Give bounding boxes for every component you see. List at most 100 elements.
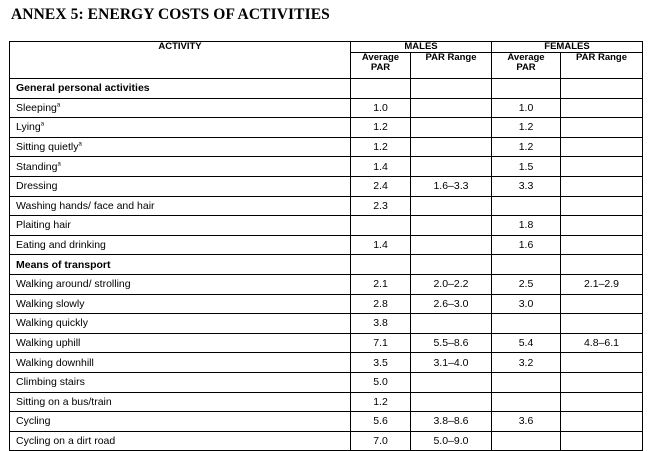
activity-cell: Standinga (9, 156, 351, 177)
activity-label: Cycling (16, 415, 51, 428)
females-par-range-cell (560, 78, 643, 99)
females-par-range-cell (560, 117, 643, 138)
females-average-par-cell (491, 313, 561, 334)
activity-column-header: ACTIVITY (9, 41, 351, 79)
males-average-par-cell: 7.0 (350, 430, 411, 451)
energy-costs-table: ACTIVITY MALES FEMALES Average PAR PAR R… (9, 41, 643, 451)
section-title: Means of transport (16, 258, 111, 271)
activity-label: Washing hands/ face and hair (16, 199, 155, 212)
footnote-marker: a (57, 161, 61, 168)
footnote-marker: a (78, 141, 82, 148)
table-row: Plaiting hair 1.8 (9, 215, 643, 236)
males-par-range-cell (410, 136, 492, 158)
table-row: Walking slowly 2.8 2.6–3.0 3.0 (9, 293, 643, 315)
females-par-range-cell (560, 371, 643, 393)
activity-label: Walking uphill (16, 337, 81, 350)
males-average-par-cell: 2.4 (350, 175, 411, 197)
males-par-range-cell (410, 254, 492, 275)
males-average-par-cell: 2.8 (350, 293, 411, 315)
males-par-range-cell: 2.0–2.2 (410, 273, 492, 295)
activity-cell: Walking slowly (9, 293, 351, 315)
males-par-range-cell: 2.6–3.0 (410, 293, 492, 315)
males-par-range-cell: 1.6–3.3 (410, 175, 492, 197)
table-row: Washing hands/ face and hair 2.3 (9, 195, 643, 217)
males-par-range-cell (410, 195, 492, 217)
males-average-par-cell: 3.8 (350, 313, 411, 334)
activity-cell: Sleepinga (9, 97, 351, 119)
males-par-range-cell (410, 391, 492, 413)
females-average-par-cell: 5.4 (491, 332, 561, 354)
males-par-range-cell (410, 117, 492, 138)
table-row: Sitting on a bus/train 1.2 (9, 391, 643, 413)
males-par-range-cell: 5.0–9.0 (410, 430, 492, 451)
females-average-par-cell: 3.0 (491, 293, 561, 315)
activity-cell: Washing hands/ face and hair (9, 195, 351, 217)
table-row: Walking uphill 7.1 5.5–8.6 5.4 4.8–6.1 (9, 332, 643, 354)
section-title-cell: General personal activities (9, 78, 351, 99)
activity-label: Sitting quietly (16, 141, 79, 154)
activity-label: Dressing (16, 180, 58, 193)
males-par-range-cell (410, 78, 492, 99)
females-average-par-cell: 3.3 (491, 175, 561, 197)
females-par-range-cell (560, 136, 643, 158)
table-row: Eating and drinking 1.4 1.6 (9, 234, 643, 256)
section-header-row: Means of transport (9, 254, 643, 275)
activity-cell: Walking quickly (9, 313, 351, 334)
males-par-range-cell (410, 215, 492, 236)
table-row: Sleepinga 1.0 1.0 (9, 97, 643, 119)
males-par-range-cell (410, 156, 492, 177)
females-par-range-cell: 4.8–6.1 (560, 332, 643, 354)
males-average-par-cell: 5.6 (350, 411, 411, 432)
females-average-par-cell (491, 78, 561, 99)
females-average-par-cell (491, 195, 561, 217)
activity-cell: Walking uphill (9, 332, 351, 354)
activity-label: Climbing stairs (16, 376, 85, 389)
females-average-par-cell: 1.5 (491, 156, 561, 177)
activity-cell: Sitting on a bus/train (9, 391, 351, 413)
activity-label: Cycling on a dirt road (16, 434, 116, 447)
males-average-par-cell: 3.5 (350, 352, 411, 373)
females-column-header: FEMALES (491, 41, 643, 53)
activity-cell: Eating and drinking (9, 234, 351, 256)
females-par-range-cell (560, 293, 643, 315)
activity-cell: Lyinga (9, 117, 351, 138)
males-average-par-cell: 1.2 (350, 136, 411, 158)
females-par-range-cell (560, 175, 643, 197)
males-par-range-header: PAR Range (410, 52, 492, 79)
females-average-par-cell: 3.2 (491, 352, 561, 373)
males-par-range-cell (410, 97, 492, 119)
females-average-par-cell (491, 391, 561, 413)
table-row: Dressing 2.4 1.6–3.3 3.3 (9, 175, 643, 197)
males-average-par-header: Average PAR (350, 52, 411, 79)
males-average-par-cell (350, 78, 411, 99)
page-title: ANNEX 5: ENERGY COSTS OF ACTIVITIES (11, 6, 330, 23)
females-par-range-cell: 2.1–2.9 (560, 273, 643, 295)
activity-label: Sleeping (16, 101, 57, 114)
section-title-cell: Means of transport (9, 254, 351, 275)
table-row: Walking around/ strolling 2.1 2.0–2.2 2.5 2.… (9, 273, 643, 295)
males-par-range-cell (410, 234, 492, 256)
footnote-marker: a (56, 102, 61, 109)
activity-label: Eating and drinking (16, 239, 106, 252)
females-par-range-cell (560, 391, 643, 413)
males-average-par-cell (350, 215, 411, 236)
females-par-range-cell (560, 254, 643, 275)
females-average-par-cell: 2.5 (491, 273, 561, 295)
activity-label: Walking around/ strolling (16, 278, 131, 291)
table-row: Sitting quietlya 1.2 1.2 (9, 136, 643, 158)
females-par-range-cell (560, 97, 643, 119)
females-average-par-cell: 3.6 (491, 411, 561, 432)
activity-label: Walking slowly (16, 297, 85, 310)
females-average-par-cell: 1.2 (491, 136, 561, 158)
males-average-par-cell: 7.1 (350, 332, 411, 354)
males-average-par-cell: 5.0 (350, 371, 411, 393)
males-average-par-cell: 1.2 (350, 117, 411, 138)
females-average-par-cell (491, 371, 561, 393)
females-average-par-label: Average PAR (507, 52, 545, 73)
males-average-par-cell: 1.4 (350, 234, 411, 256)
males-par-range-cell: 3.1–4.0 (410, 352, 492, 373)
females-average-par-cell: 1.2 (491, 117, 561, 138)
females-par-range-cell (560, 430, 643, 451)
activity-cell: Cycling on a dirt road (9, 430, 351, 451)
activity-cell: Plaiting hair (9, 215, 351, 236)
